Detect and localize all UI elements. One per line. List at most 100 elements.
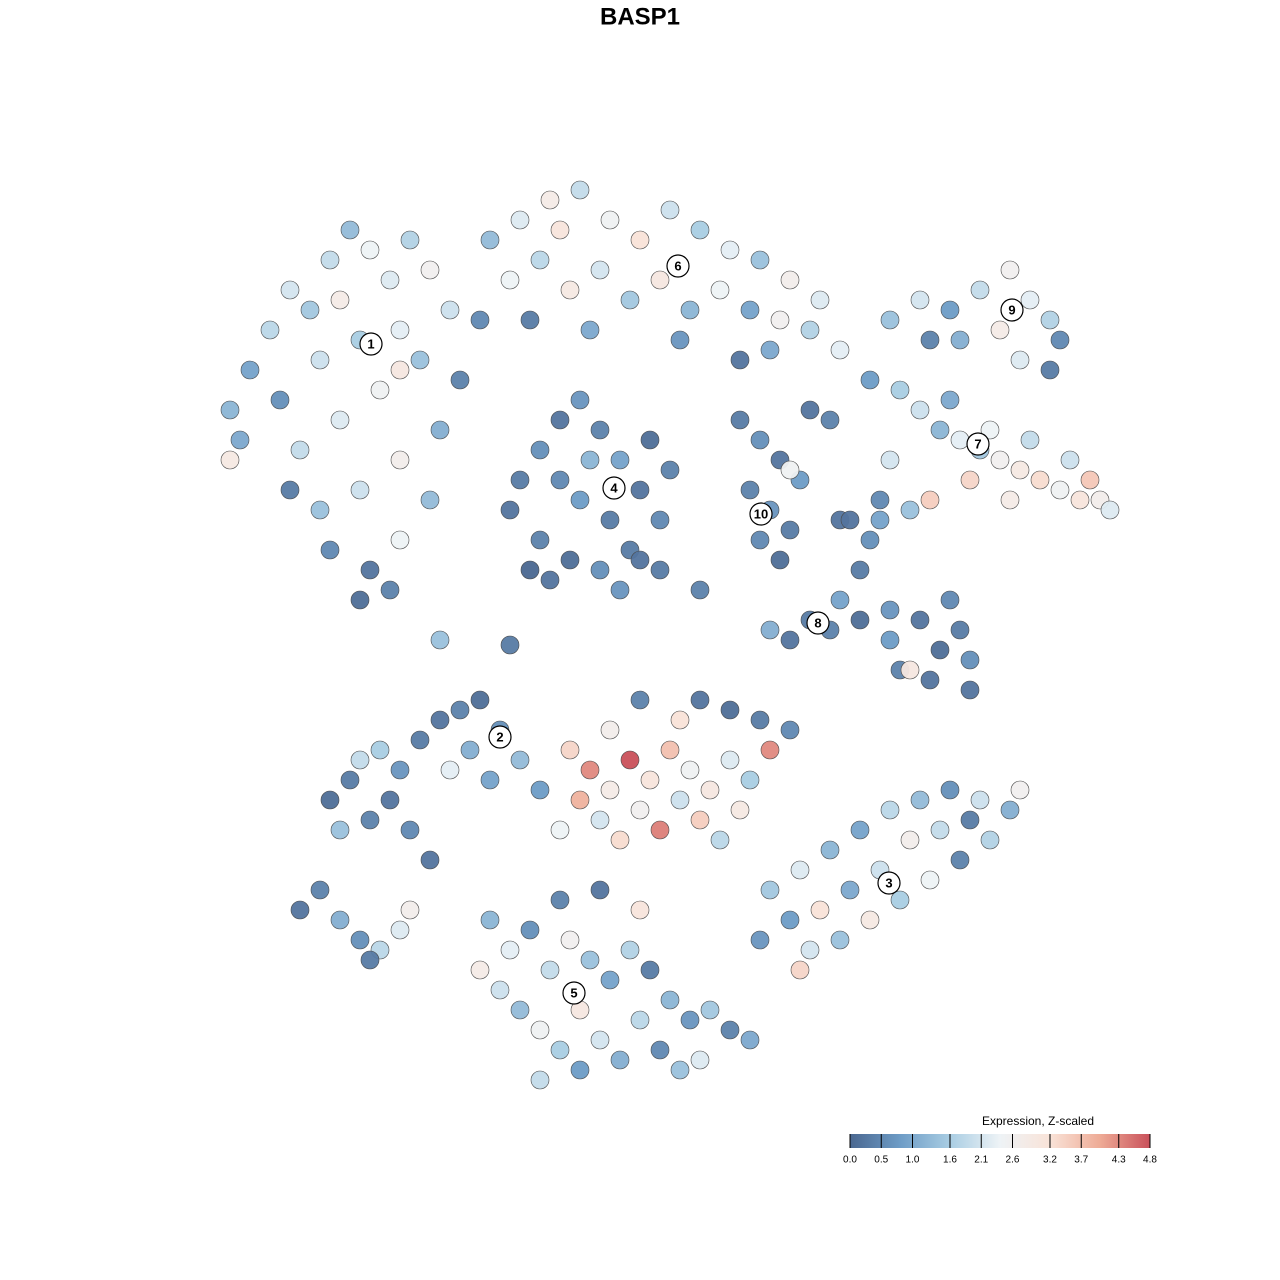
point <box>680 300 700 320</box>
point <box>280 480 300 500</box>
point <box>510 1000 530 1020</box>
point <box>480 230 500 250</box>
point <box>920 670 940 690</box>
point <box>230 430 250 450</box>
colorbar-tick-label: 0.5 <box>874 1155 888 1166</box>
point <box>480 770 500 790</box>
point <box>950 620 970 640</box>
point <box>550 410 570 430</box>
point <box>860 530 880 550</box>
point <box>320 540 340 560</box>
colorbar: Expression, Z-scaled 0.0 0.5 1.0 1.6 2.1 2.6 3… <box>843 1114 1157 1165</box>
point <box>700 780 720 800</box>
point <box>350 480 370 500</box>
colorbar-tick-label: 1.0 <box>906 1155 920 1166</box>
point <box>500 500 520 520</box>
point <box>720 1020 740 1040</box>
point <box>320 250 340 270</box>
point <box>270 390 290 410</box>
point <box>640 430 660 450</box>
point <box>430 420 450 440</box>
point <box>530 440 550 460</box>
point <box>710 830 730 850</box>
cluster-marker <box>602 476 626 500</box>
colorbar-tick-label: 3.2 <box>1043 1155 1057 1166</box>
point <box>720 240 740 260</box>
points <box>220 180 1120 1090</box>
point <box>650 270 670 290</box>
point <box>970 280 990 300</box>
point <box>810 290 830 310</box>
point <box>880 450 900 470</box>
point <box>370 740 390 760</box>
point <box>590 560 610 580</box>
point <box>390 530 410 550</box>
point <box>820 410 840 430</box>
point <box>290 900 310 920</box>
point <box>360 560 380 580</box>
point <box>350 590 370 610</box>
point <box>580 760 600 780</box>
point <box>280 280 300 300</box>
point <box>530 1070 550 1090</box>
point <box>730 350 750 370</box>
point <box>340 770 360 790</box>
colorbar-title: Expression, Z-scaled <box>982 1114 1094 1128</box>
point <box>750 250 770 270</box>
point <box>380 580 400 600</box>
point <box>780 270 800 290</box>
point <box>940 780 960 800</box>
point <box>910 610 930 630</box>
point <box>560 930 580 950</box>
point <box>420 490 440 510</box>
point <box>380 790 400 810</box>
point <box>430 630 450 650</box>
point <box>360 950 380 970</box>
point <box>700 1000 720 1020</box>
point <box>1100 500 1120 520</box>
cluster-label: 4 <box>610 480 618 495</box>
cluster-marker <box>666 254 690 278</box>
point <box>560 550 580 570</box>
point <box>1040 360 1060 380</box>
point <box>910 400 930 420</box>
point <box>680 1010 700 1030</box>
point <box>690 220 710 240</box>
point <box>530 1020 550 1040</box>
point <box>390 920 410 940</box>
point <box>440 300 460 320</box>
point <box>430 710 450 730</box>
point <box>740 770 760 790</box>
point <box>810 900 830 920</box>
point <box>520 560 540 580</box>
point <box>960 810 980 830</box>
point <box>880 600 900 620</box>
point <box>390 320 410 340</box>
point <box>570 180 590 200</box>
point <box>560 740 580 760</box>
point <box>460 740 480 760</box>
point <box>980 830 1000 850</box>
point <box>930 420 950 440</box>
point <box>630 800 650 820</box>
point <box>800 940 820 960</box>
point <box>390 760 410 780</box>
colorbar-tick-label: 2.1 <box>974 1155 988 1166</box>
point <box>870 490 890 510</box>
point <box>960 470 980 490</box>
point <box>870 510 890 530</box>
point <box>590 1030 610 1050</box>
point <box>660 740 680 760</box>
cluster-labels: 1 2 3 4 5 6 7 8 9 10 <box>359 254 1024 1005</box>
point <box>1000 800 1020 820</box>
point <box>930 640 950 660</box>
cluster-marker <box>359 332 383 356</box>
point <box>910 790 930 810</box>
point <box>220 450 240 470</box>
point <box>600 720 620 740</box>
point <box>620 940 640 960</box>
point <box>650 1040 670 1060</box>
point <box>900 660 920 680</box>
point <box>830 340 850 360</box>
point <box>240 360 260 380</box>
